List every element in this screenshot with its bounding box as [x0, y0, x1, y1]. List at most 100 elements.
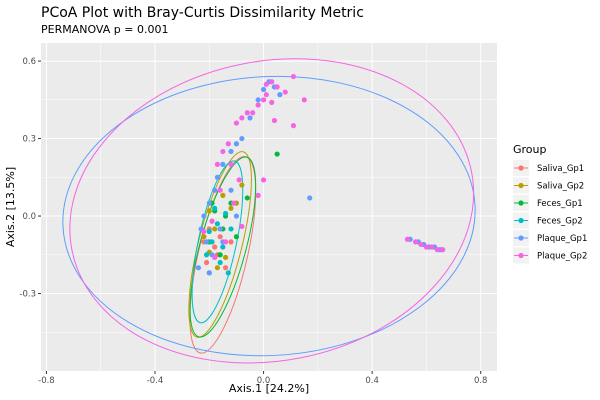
point-feces-gp2 [225, 270, 231, 276]
point-saliva-gp2 [201, 234, 207, 240]
point-plaque-gp1 [206, 270, 212, 276]
point-plaque-gp1 [217, 226, 223, 232]
point-plaque-gp2 [440, 247, 446, 253]
point-feces-gp1 [217, 252, 223, 258]
point-plaque-gp1 [203, 239, 210, 245]
point-feces-gp2 [222, 210, 229, 217]
ellipse-plaque-gp2 [69, 58, 475, 364]
point-plaque-gp2 [209, 218, 215, 224]
point-plaque-gp2 [269, 99, 275, 106]
legend-label-plaque-gp2: Plaque_Gp2 [537, 252, 587, 262]
point-plaque-gp1 [214, 174, 221, 180]
point-plaque-gp2 [231, 200, 237, 206]
x-tick-label: -0.4 [147, 376, 164, 386]
point-plaque-gp1 [228, 148, 234, 155]
point-plaque-gp1 [228, 187, 234, 193]
point-feces-gp1 [274, 151, 280, 157]
point-plaque-gp2 [222, 239, 229, 245]
point-plaque-gp2 [263, 92, 269, 98]
point-saliva-gp2 [239, 182, 245, 188]
legend-label-feces-gp2: Feces_Gp2 [537, 217, 583, 227]
point-saliva-gp1 [228, 239, 234, 245]
point-plaque-gp2 [282, 89, 288, 95]
point-feces-gp2 [220, 244, 226, 250]
point-plaque-gp2 [429, 244, 435, 250]
legend-key-point [518, 252, 524, 259]
legend-label-feces-gp1: Feces_Gp1 [537, 199, 583, 209]
point-saliva-gp2 [212, 226, 218, 232]
legend-title: Group [513, 143, 547, 156]
point-plaque-gp1 [201, 213, 207, 219]
y-tick-label: 0.6 [22, 57, 36, 67]
point-plaque-gp2 [404, 236, 411, 242]
point-saliva-gp2 [222, 254, 229, 260]
point-plaque-gp1 [247, 115, 253, 121]
legend-label-saliva-gp2: Saliva_Gp2 [537, 182, 584, 192]
ellipse-plaque-gp1 [62, 75, 476, 357]
legend-label-saliva-gp1: Saliva_Gp1 [537, 164, 584, 174]
point-feces-gp1 [244, 195, 250, 201]
point-plaque-gp1 [260, 86, 267, 93]
point-plaque-gp2 [269, 79, 275, 85]
point-saliva-gp1 [203, 259, 210, 266]
x-tick-label: 0.8 [474, 376, 488, 386]
point-plaque-gp2 [274, 84, 280, 90]
legend-label-plaque-gp1: Plaque_Gp1 [537, 234, 587, 244]
point-plaque-gp2 [418, 241, 424, 248]
point-plaque-gp2 [260, 177, 267, 183]
legend-key-point [518, 235, 524, 241]
ellipse-feces-gp1 [189, 156, 257, 338]
legend-key-point [518, 217, 524, 224]
point-plaque-gp2 [423, 244, 430, 250]
x-axis-label: Axis.1 [24.2%] [229, 382, 309, 395]
legend: Group Saliva_Gp1 Saliva_Gp2 Feces_Gp1 Feces… [513, 143, 587, 264]
point-feces-gp2 [228, 226, 234, 232]
point-plaque-gp1 [277, 92, 283, 98]
point-plaque-gp2 [255, 102, 261, 108]
point-plaque-gp2 [244, 110, 250, 116]
point-saliva-gp2 [228, 205, 234, 211]
point-saliva-gp1 [212, 244, 218, 250]
point-plaque-gp2 [260, 97, 267, 103]
y-tick-label: 0.3 [22, 135, 36, 145]
legend-key-point [518, 165, 524, 171]
point-plaque-gp2 [201, 228, 207, 235]
point-feces-gp2 [212, 205, 218, 211]
x-tick-label: 0.0 [257, 376, 271, 386]
point-plaque-gp1 [206, 200, 212, 206]
point-plaque-gp2 [217, 187, 223, 193]
point-plaque-gp2 [225, 141, 231, 147]
point-feces-gp2 [206, 228, 212, 235]
legend-key-point [518, 182, 524, 189]
point-plaque-gp2 [290, 73, 297, 80]
point-plaque-gp2 [212, 254, 218, 260]
chart-subtitle: PERMANOVA p = 0.001 [41, 23, 168, 36]
point-plaque-gp1 [233, 141, 240, 147]
point-plaque-gp2 [255, 192, 261, 198]
point-plaque-gp2 [250, 110, 256, 116]
point-feces-gp1 [233, 234, 240, 240]
point-plaque-gp2 [233, 120, 240, 126]
point-saliva-gp2 [220, 192, 226, 198]
ellipse-feces-gp2 [191, 160, 244, 324]
point-plaque-gp1 [195, 265, 202, 271]
point-plaque-gp1 [220, 161, 226, 167]
x-tick-label: 0.4 [365, 376, 379, 386]
point-saliva-gp1 [222, 265, 229, 271]
point-saliva-gp2 [206, 208, 212, 214]
point-plaque-gp2 [220, 148, 226, 155]
point-saliva-gp2 [214, 265, 221, 271]
point-plaque-gp2 [301, 97, 307, 103]
point-plaque-gp2 [271, 117, 278, 124]
point-feces-gp2 [217, 259, 223, 266]
point-plaque-gp2 [214, 161, 221, 167]
point-plaque-gp2 [434, 247, 440, 253]
point-feces-gp2 [214, 221, 221, 227]
axis-ticks: -0.8 -0.4 0.0 0.4 0.8 -0.3 0.0 0.3 0.6 [19, 57, 487, 386]
y-tick-label: 0.0 [22, 212, 36, 222]
point-plaque-gp2 [239, 223, 245, 229]
point-feces-gp2 [209, 239, 215, 245]
point-plaque-gp1 [255, 97, 261, 103]
point-plaque-gp2 [236, 177, 242, 183]
